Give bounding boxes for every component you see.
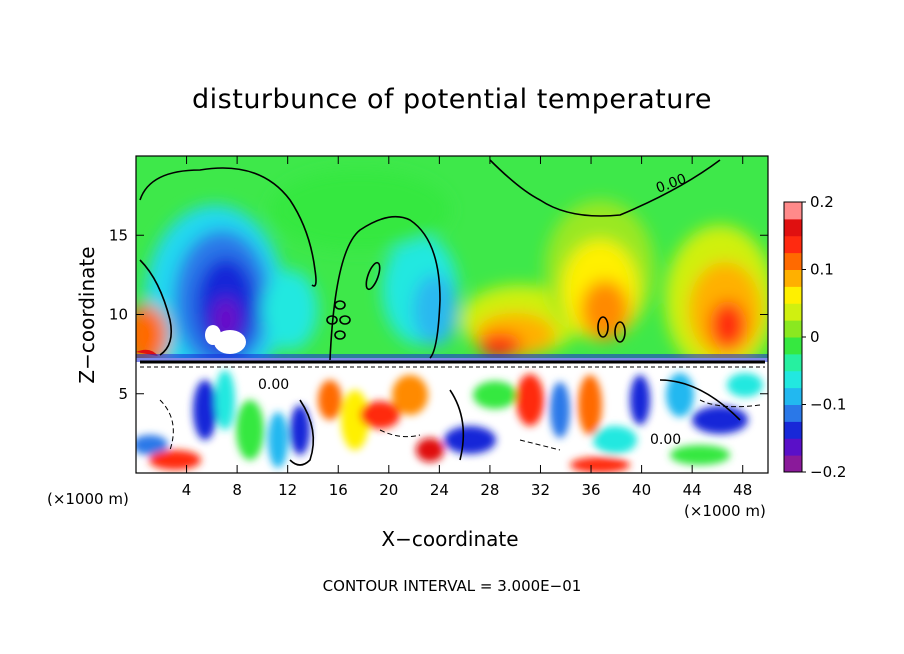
colorbar: 0.2 0.1 0 −0.1 −0.2 (783, 193, 846, 481)
x-tick-label: 8 (232, 481, 242, 499)
colorbar-swatch (784, 202, 802, 220)
x-axis-label: X−coordinate (381, 527, 519, 551)
colorbar-swatch (784, 353, 802, 372)
chart-title: disturbunce of potential temperature (192, 84, 712, 115)
colorbar-swatch (784, 337, 802, 355)
colorbar-tick-label: 0.1 (810, 261, 834, 279)
x-tick-label: 12 (278, 481, 297, 499)
x-tick-label: 24 (430, 481, 449, 499)
colorbar-swatch (784, 269, 802, 287)
x-tick-label: 20 (379, 481, 398, 499)
colorbar-swatch (784, 235, 802, 254)
colorbar-swatch (784, 455, 802, 473)
contour-label: 0.00 (258, 377, 289, 393)
y-axis-label: Z−coordinate (75, 246, 99, 384)
colorbar-swatch (784, 421, 802, 439)
x-unit-label: (×1000 m) (684, 502, 766, 520)
x-tick-label: 40 (632, 481, 651, 499)
colorbar-swatch (784, 252, 802, 270)
x-tick-label: 44 (683, 481, 702, 499)
contour-label: 0.00 (650, 432, 681, 448)
y-tick-label: 5 (118, 385, 128, 403)
y-tick-label: 10 (109, 306, 128, 324)
colorbar-swatch (784, 218, 802, 237)
x-tick-label: 28 (480, 481, 499, 499)
colorbar-swatch (784, 320, 802, 338)
heatmap-field (136, 156, 768, 473)
x-tick-label: 48 (733, 481, 752, 499)
colorbar-tick-label: −0.1 (810, 396, 846, 414)
colorbar-tick-label: −0.2 (810, 463, 846, 481)
colorbar-tick-label: 0.2 (810, 193, 834, 211)
x-tick-label: 16 (329, 481, 348, 499)
y-tick-label: 15 (109, 226, 128, 244)
y-unit-label: (×1000 m) (47, 490, 129, 508)
x-tick-label: 4 (182, 481, 192, 499)
colorbar-swatch (784, 438, 802, 456)
x-tick-label: 36 (581, 481, 600, 499)
colorbar-swatch (784, 404, 802, 422)
colorbar-swatch (784, 387, 802, 405)
colorbar-swatch (784, 286, 802, 304)
colorbar-swatch (784, 303, 802, 321)
colorbar-tick-label: 0 (810, 328, 820, 346)
colorbar-swatch (784, 370, 802, 389)
x-tick-label: 32 (531, 481, 550, 499)
contour-interval-note: CONTOUR INTERVAL = 3.000E−01 (322, 577, 582, 595)
